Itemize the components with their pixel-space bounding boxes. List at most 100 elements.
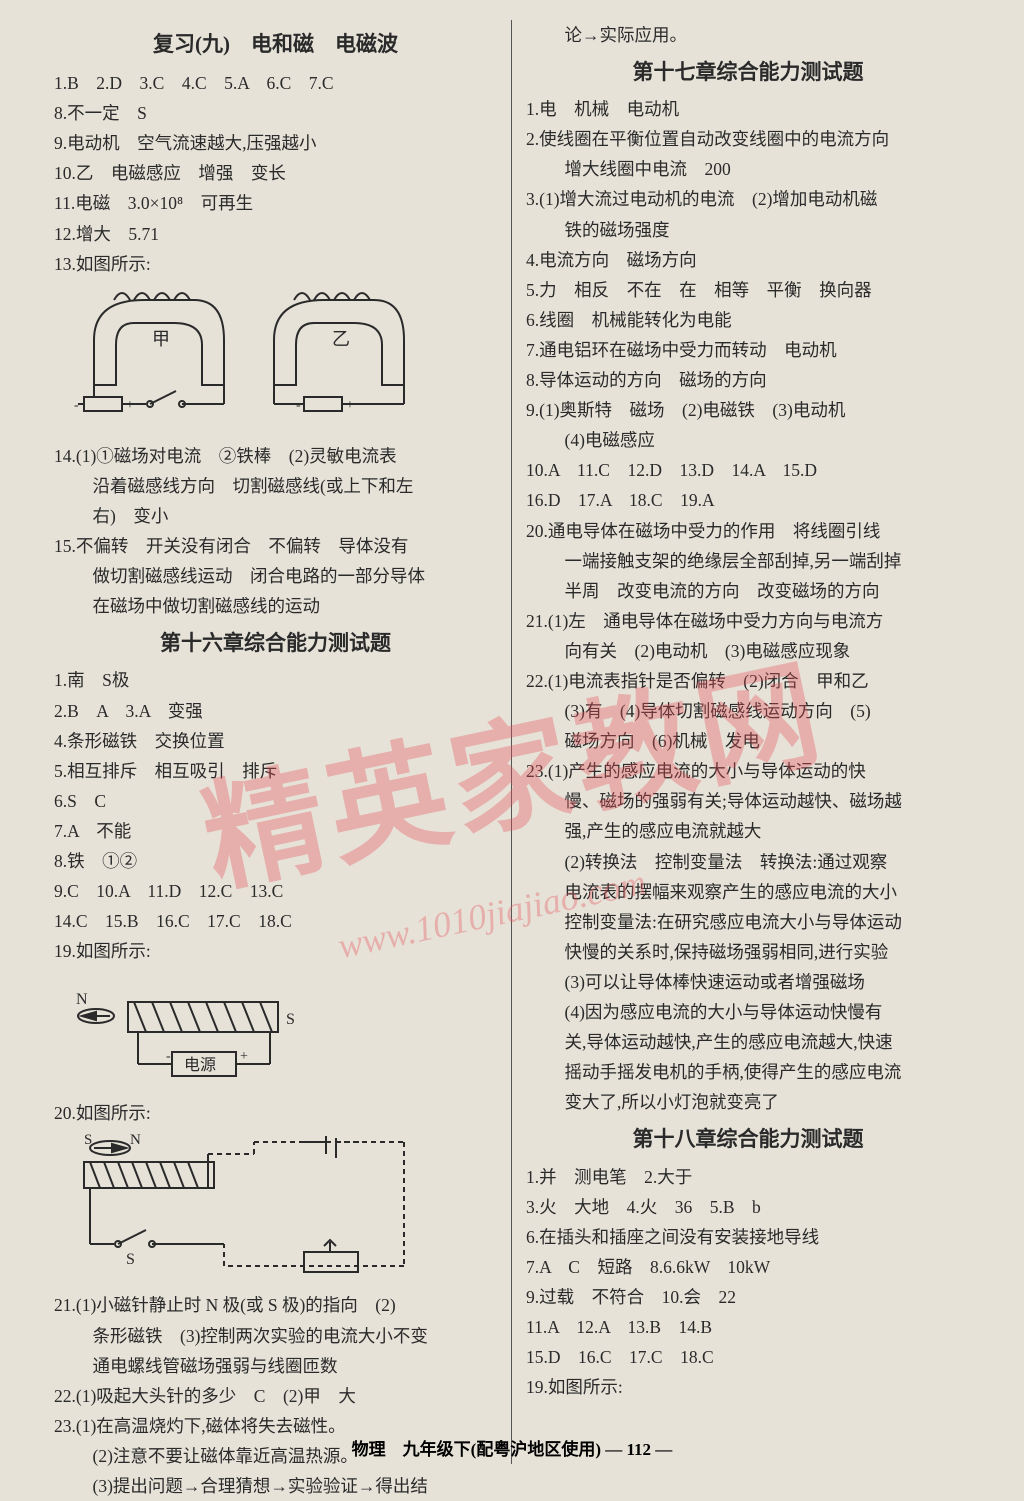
text-line: 3.火 大地 4.火 36 5.B b bbox=[526, 1192, 970, 1222]
text-line: 8.铁 ①② bbox=[54, 846, 497, 876]
text-line: 增大线圈中电流 200 bbox=[526, 154, 970, 184]
text-line: 论→实际应用。 bbox=[526, 20, 970, 50]
text-line: 1.并 测电笔 2.大于 bbox=[526, 1162, 970, 1192]
right-column: 论→实际应用。 第十七章综合能力测试题 1.电 机械 电动机 2.使线圈在平衡位… bbox=[512, 20, 984, 1464]
text-line: 做切割磁感线运动 闭合电路的一部分导体 bbox=[54, 561, 497, 591]
text-line: 9.C 10.A 11.D 12.C 13.C bbox=[54, 876, 497, 906]
text-line: 9.电动机 空气流速越大,压强越小 bbox=[54, 128, 497, 158]
text-line: 2.B A 3.A 变强 bbox=[54, 696, 497, 726]
text-line: 19.如图所示: bbox=[54, 936, 497, 966]
text-line: 7.A C 短路 8.6.6kW 10kW bbox=[526, 1252, 970, 1282]
text-line: 11.A 12.A 13.B 14.B bbox=[526, 1312, 970, 1342]
text-line: 14.(1)①磁场对电流 ②铁棒 (2)灵敏电流表 bbox=[54, 441, 497, 471]
text-line: 22.(1)电流表指针是否偏转 (2)闭合 甲和乙 bbox=[526, 666, 970, 696]
fig20-svg: S N S bbox=[74, 1134, 424, 1284]
fig20-s: S bbox=[84, 1134, 92, 1148]
text-line: (3)有 (4)导体切割磁感线运动方向 (5) bbox=[526, 696, 970, 726]
text-line: 铁的磁场强度 bbox=[526, 215, 970, 245]
text-line: 21.(1)小磁针静止时 N 极(或 S 极)的指向 (2) bbox=[54, 1290, 497, 1320]
text-line: 关,导体运动越快,产生的感应电流越大,快速 bbox=[526, 1027, 970, 1057]
fig13-label-b: 乙 bbox=[332, 329, 350, 349]
text-line: 22.(1)吸起大头针的多少 C (2)甲 大 bbox=[54, 1381, 497, 1411]
text-line: 15.不偏转 开关没有闭合 不偏转 导体没有 bbox=[54, 531, 497, 561]
left-heading-1: 复习(九) 电和磁 电磁波 bbox=[54, 26, 497, 62]
text-line: 快慢的关系时,保持磁场强弱相同,进行实验 bbox=[526, 937, 970, 967]
fig13-svg: 甲 - + bbox=[74, 285, 414, 435]
text-line: 通电螺线管磁场强弱与线圈匝数 bbox=[54, 1351, 497, 1381]
text-line: 3.(1)增大流过电动机的电流 (2)增加电动机磁 bbox=[526, 184, 970, 214]
text-line: 10.乙 电磁感应 增强 变长 bbox=[54, 158, 497, 188]
text-line: 条形磁铁 (3)控制两次实验的电流大小不变 bbox=[54, 1321, 497, 1351]
fig19-battery-label: 电源 bbox=[184, 1056, 216, 1074]
figure-19: N S 电源 - + bbox=[74, 972, 497, 1092]
text-line: 4.电流方向 磁场方向 bbox=[526, 245, 970, 275]
text-line: 7.通电铝环在磁场中受力而转动 电动机 bbox=[526, 335, 970, 365]
text-line: 半周 改变电流的方向 改变磁场的方向 bbox=[526, 576, 970, 606]
text-line: 12.增大 5.71 bbox=[54, 219, 497, 249]
text-line: 5.力 相反 不在 在 相等 平衡 换向器 bbox=[526, 275, 970, 305]
text-line: 9.(1)奥斯特 磁场 (2)电磁铁 (3)电动机 bbox=[526, 395, 970, 425]
text-line: 沿着磁感线方向 切割磁感线(或上下和左 bbox=[54, 471, 497, 501]
text-line: 摇动手摇发电机的手柄,使得产生的感应电流 bbox=[526, 1057, 970, 1087]
text-line: (3)可以让导体棒快速运动或者增强磁场 bbox=[526, 967, 970, 997]
page-footer: 物理 九年级下(配粤沪地区使用) — 112 — bbox=[0, 1435, 1024, 1460]
svg-text:+: + bbox=[240, 1049, 248, 1064]
fig19-s: S bbox=[286, 1011, 295, 1028]
text-line: 19.如图所示: bbox=[526, 1372, 970, 1402]
right-heading-2: 第十八章综合能力测试题 bbox=[526, 1121, 970, 1157]
text-line: 1.B 2.D 3.C 4.C 5.A 6.C 7.C bbox=[54, 68, 497, 98]
svg-text:-: - bbox=[74, 398, 79, 413]
text-line: 2.使线圈在平衡位置自动改变线圈中的电流方向 bbox=[526, 124, 970, 154]
figure-13: 甲 - + bbox=[74, 285, 497, 435]
text-line: 8.导体运动的方向 磁场的方向 bbox=[526, 365, 970, 395]
text-line: 20.如图所示: bbox=[54, 1098, 497, 1128]
text-line: 16.D 17.A 18.C 19.A bbox=[526, 485, 970, 515]
text-line: (4)电磁感应 bbox=[526, 425, 970, 455]
text-line: 10.A 11.C 12.D 13.D 14.A 15.D bbox=[526, 455, 970, 485]
text-line: (3)提出问题→合理猜想→实验验证→得出结 bbox=[54, 1471, 497, 1501]
text-line: 7.A 不能 bbox=[54, 816, 497, 846]
text-line: 4.条形磁铁 交换位置 bbox=[54, 726, 497, 756]
text-line: 6.线圈 机械能转化为电能 bbox=[526, 305, 970, 335]
text-line: 9.过载 不符合 10.会 22 bbox=[526, 1282, 970, 1312]
text-line: 11.电磁 3.0×10⁸ 可再生 bbox=[54, 188, 497, 218]
fig20-n: N bbox=[130, 1134, 141, 1148]
text-line: 21.(1)左 通电导体在磁场中受力方向与电流方 bbox=[526, 606, 970, 636]
left-column: 复习(九) 电和磁 电磁波 1.B 2.D 3.C 4.C 5.A 6.C 7.… bbox=[40, 20, 512, 1464]
svg-text:-: - bbox=[296, 398, 301, 413]
svg-text:-: - bbox=[166, 1049, 171, 1064]
text-line: 右) 变小 bbox=[54, 501, 497, 531]
text-line: 强,产生的感应电流就越大 bbox=[526, 816, 970, 846]
text-line: 磁场方向 (6)机械 发电 bbox=[526, 726, 970, 756]
left-heading-2: 第十六章综合能力测试题 bbox=[54, 625, 497, 661]
text-line: 1.电 机械 电动机 bbox=[526, 94, 970, 124]
text-line: 8.不一定 S bbox=[54, 98, 497, 128]
text-line: 6.在插头和插座之间没有安装接地导线 bbox=[526, 1222, 970, 1252]
fig19-svg: N S 电源 - + bbox=[74, 972, 334, 1092]
text-line: 控制变量法:在研究感应电流大小与导体运动 bbox=[526, 907, 970, 937]
text-line: (4)因为感应电流的大小与导体运动快慢有 bbox=[526, 997, 970, 1027]
svg-text:+: + bbox=[346, 398, 354, 413]
text-line: 6.S C bbox=[54, 786, 497, 816]
fig13-label-a: 甲 bbox=[152, 329, 170, 349]
text-line: 14.C 15.B 16.C 17.C 18.C bbox=[54, 906, 497, 936]
text-line: 慢、磁场的强弱有关;导体运动越快、磁场越 bbox=[526, 786, 970, 816]
text-line: (2)转换法 控制变量法 转换法:通过观察 bbox=[526, 847, 970, 877]
text-line: 13.如图所示: bbox=[54, 249, 497, 279]
text-line: 20.通电导体在磁场中受力的作用 将线圈引线 bbox=[526, 516, 970, 546]
text-line: 向有关 (2)电动机 (3)电磁感应现象 bbox=[526, 636, 970, 666]
text-line: 在磁场中做切割磁感线的运动 bbox=[54, 591, 497, 621]
text-line: 15.D 16.C 17.C 18.C bbox=[526, 1342, 970, 1372]
text-line: 1.南 S极 bbox=[54, 665, 497, 695]
fig20-switch-s: S bbox=[126, 1251, 135, 1268]
right-heading-1: 第十七章综合能力测试题 bbox=[526, 54, 970, 90]
fig19-n: N bbox=[76, 991, 88, 1008]
text-line: 5.相互排斥 相互吸引 排斥 bbox=[54, 756, 497, 786]
svg-text:+: + bbox=[126, 398, 134, 413]
text-line: 一端接触支架的绝缘层全部刮掉,另一端刮掉 bbox=[526, 546, 970, 576]
figure-20: S N S bbox=[74, 1134, 497, 1284]
text-line: 电流表的摆幅来观察产生的感应电流的大小 bbox=[526, 877, 970, 907]
text-line: 变大了,所以小灯泡就变亮了 bbox=[526, 1087, 970, 1117]
page: 复习(九) 电和磁 电磁波 1.B 2.D 3.C 4.C 5.A 6.C 7.… bbox=[0, 0, 1024, 1474]
text-line: 23.(1)产生的感应电流的大小与导体运动的快 bbox=[526, 756, 970, 786]
